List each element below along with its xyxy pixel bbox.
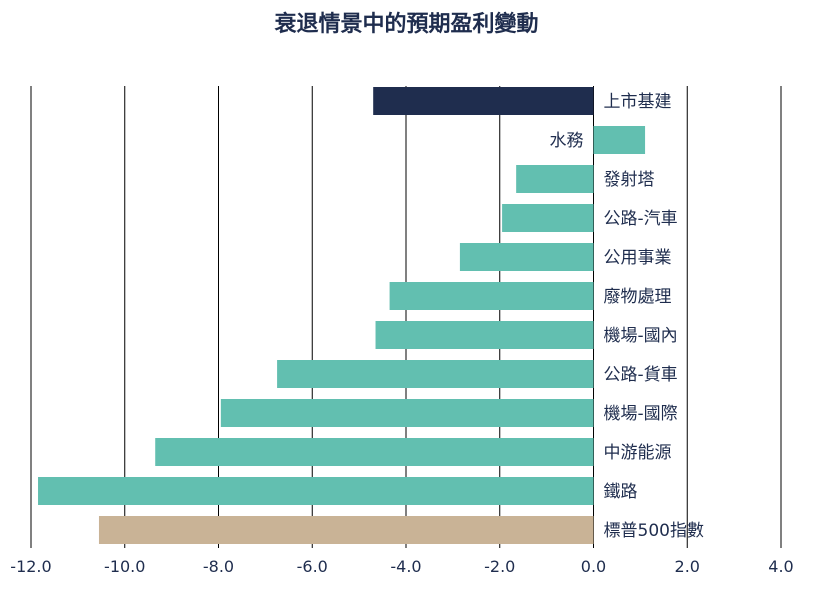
category-label: 公路-貨車 bbox=[604, 365, 678, 385]
bar bbox=[220, 399, 594, 427]
x-axis-tick-labels: -12.0 -10.0 -8.0 -6.0 -4.0 -2.0 0.0 2.0 4.0 bbox=[10, 557, 793, 576]
bar bbox=[502, 204, 594, 232]
bar bbox=[155, 438, 594, 466]
category-labels: 上市基建水務發射塔公路-汽車公用事業廢物處理機場-國內公路-貨車機場-國際中游能… bbox=[550, 92, 704, 541]
category-label: 機場-國際 bbox=[604, 404, 678, 424]
category-label: 上市基建 bbox=[604, 92, 672, 112]
bar bbox=[389, 282, 594, 310]
bar bbox=[375, 321, 594, 349]
x-tick-label: -12.0 bbox=[10, 557, 51, 576]
bar bbox=[277, 360, 594, 388]
x-tick-label: 0.0 bbox=[581, 557, 606, 576]
bar bbox=[593, 126, 646, 154]
category-label: 廢物處理 bbox=[604, 287, 672, 307]
bar bbox=[98, 516, 594, 544]
category-label: 標普500指數 bbox=[604, 521, 704, 541]
bar bbox=[373, 87, 594, 115]
x-tick-label: -4.0 bbox=[390, 557, 421, 576]
bar bbox=[516, 165, 594, 193]
bar bbox=[38, 477, 594, 505]
x-tick-label: -2.0 bbox=[484, 557, 515, 576]
category-label: 鐵路 bbox=[604, 482, 638, 502]
category-label: 公路-汽車 bbox=[604, 209, 678, 229]
x-tick-label: 4.0 bbox=[768, 557, 793, 576]
category-label: 機場-國內 bbox=[604, 326, 678, 346]
bars bbox=[38, 87, 646, 544]
x-tick-label: -10.0 bbox=[104, 557, 145, 576]
category-label: 發射塔 bbox=[604, 170, 655, 190]
chart-title: 衰退情景中的預期盈利變動 bbox=[274, 12, 539, 37]
bar bbox=[459, 243, 594, 271]
gridlines bbox=[30, 86, 782, 548]
category-label: 中游能源 bbox=[604, 443, 672, 463]
x-tick-label: 2.0 bbox=[675, 557, 700, 576]
x-tick-label: -8.0 bbox=[203, 557, 234, 576]
x-tick-label: -6.0 bbox=[297, 557, 328, 576]
category-label: 水務 bbox=[550, 131, 584, 151]
category-label: 公用事業 bbox=[604, 248, 672, 268]
